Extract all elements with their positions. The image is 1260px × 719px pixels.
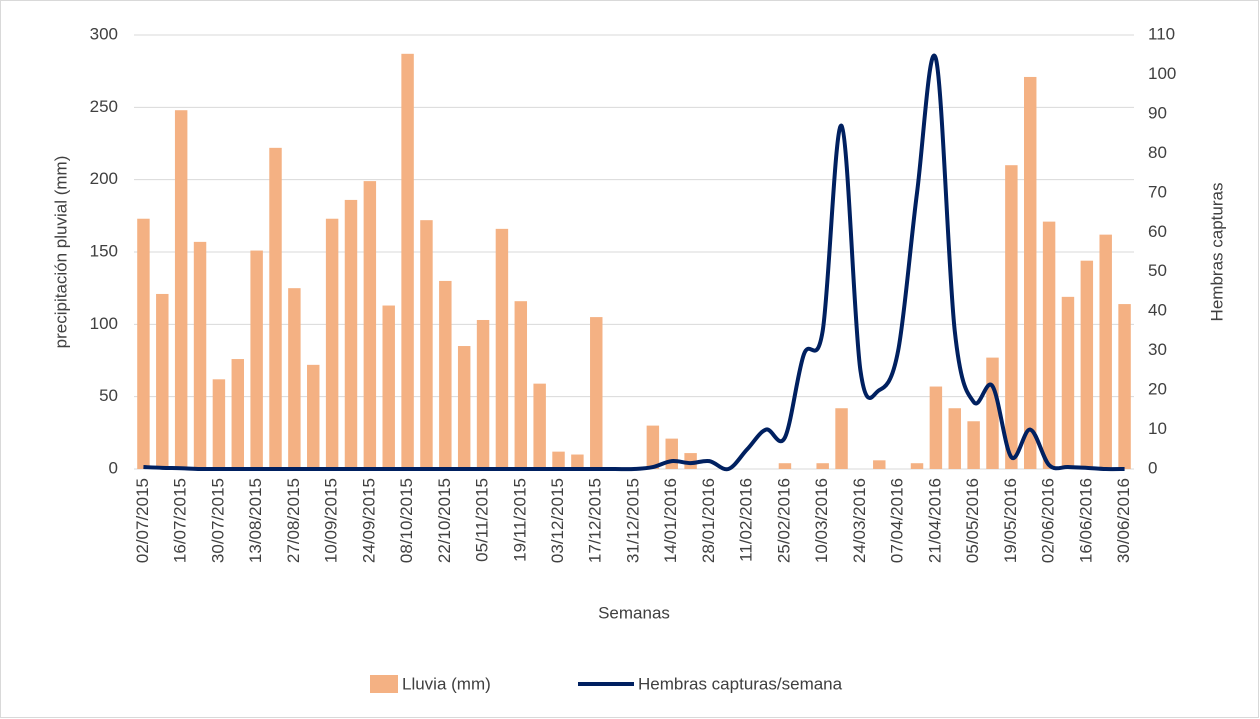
bar bbox=[269, 147, 282, 469]
x-tick-label: 07/04/2016 bbox=[888, 478, 907, 563]
y2-tick-label: 50 bbox=[1148, 261, 1167, 280]
bar bbox=[1005, 165, 1018, 469]
y-axis-label: precipitación pluvial (mm) bbox=[51, 156, 70, 349]
bar bbox=[1042, 221, 1056, 469]
x-tick-label: 10/03/2016 bbox=[812, 478, 831, 563]
legend-swatch bbox=[370, 675, 398, 693]
y-tick-label: 50 bbox=[99, 386, 118, 405]
bar bbox=[910, 463, 924, 469]
bar bbox=[986, 357, 999, 469]
x-tick-label: 30/06/2016 bbox=[1114, 478, 1133, 563]
x-tick-label: 02/07/2015 bbox=[133, 478, 152, 563]
y2-axis-label: Hembras capturas bbox=[1207, 183, 1226, 322]
bar bbox=[156, 293, 169, 469]
x-tick-label: 28/01/2016 bbox=[699, 478, 718, 563]
bar bbox=[212, 379, 226, 469]
x-tick-label: 19/05/2016 bbox=[1001, 478, 1020, 563]
y2-tick-label: 80 bbox=[1148, 143, 1167, 162]
bar bbox=[967, 421, 980, 469]
bar bbox=[948, 408, 961, 469]
bar bbox=[1024, 76, 1037, 469]
bar bbox=[1099, 234, 1112, 469]
bar bbox=[646, 425, 660, 469]
bar bbox=[1080, 260, 1094, 469]
x-tick-label: 25/02/2016 bbox=[774, 478, 793, 563]
x-tick-label: 22/10/2015 bbox=[435, 478, 454, 563]
bar bbox=[325, 218, 339, 469]
x-tick-label: 05/11/2015 bbox=[473, 478, 492, 562]
y2-tick-label: 90 bbox=[1148, 103, 1167, 122]
y-tick-label: 150 bbox=[90, 241, 118, 260]
legend-label: Hembras capturas/semana bbox=[638, 674, 843, 693]
y2-tick-label: 70 bbox=[1148, 182, 1167, 201]
bar bbox=[193, 241, 207, 469]
y2-tick-label: 60 bbox=[1148, 222, 1167, 241]
x-tick-label: 11/02/2016 bbox=[737, 478, 756, 562]
bar bbox=[835, 408, 848, 469]
bar bbox=[590, 317, 603, 469]
x-tick-label: 16/07/2015 bbox=[171, 478, 190, 563]
bar bbox=[174, 110, 188, 469]
x-tick-label: 19/11/2015 bbox=[510, 478, 529, 562]
legend-label: Lluvia (mm) bbox=[402, 674, 491, 693]
bar bbox=[929, 386, 943, 469]
bar bbox=[873, 460, 886, 469]
x-tick-label: 31/12/2015 bbox=[623, 478, 642, 563]
bar bbox=[250, 250, 263, 469]
bar bbox=[778, 463, 792, 469]
bar bbox=[307, 364, 320, 469]
bar bbox=[816, 463, 829, 469]
x-tick-label: 21/04/2016 bbox=[925, 478, 944, 563]
bar bbox=[420, 220, 433, 469]
bar bbox=[288, 288, 301, 469]
y2-tick-label: 0 bbox=[1148, 458, 1157, 477]
bar bbox=[533, 383, 546, 469]
bar bbox=[476, 319, 490, 469]
bar bbox=[552, 451, 565, 469]
x-tick-label: 14/01/2016 bbox=[661, 478, 680, 563]
y-tick-label: 200 bbox=[90, 169, 118, 188]
x-tick-label: 13/08/2015 bbox=[246, 478, 265, 563]
y-tick-label: 100 bbox=[90, 314, 118, 333]
x-tick-label: 10/09/2015 bbox=[322, 478, 341, 563]
y2-tick-label: 30 bbox=[1148, 340, 1167, 359]
bar bbox=[684, 453, 697, 469]
bar bbox=[665, 438, 678, 469]
y2-tick-label: 110 bbox=[1148, 24, 1175, 43]
x-tick-label: 27/08/2015 bbox=[284, 478, 303, 563]
y-tick-label: 250 bbox=[90, 97, 118, 116]
bar bbox=[495, 228, 509, 469]
x-tick-label: 17/12/2015 bbox=[586, 478, 605, 563]
y2-tick-label: 10 bbox=[1148, 419, 1167, 438]
bar bbox=[457, 346, 471, 469]
bar bbox=[137, 218, 150, 469]
bar bbox=[231, 359, 244, 469]
x-tick-label: 05/05/2016 bbox=[963, 478, 982, 563]
x-tick-label: 24/09/2015 bbox=[359, 478, 378, 563]
x-tick-label: 16/06/2016 bbox=[1076, 478, 1095, 563]
x-tick-label: 30/07/2015 bbox=[208, 478, 227, 563]
line bbox=[143, 53, 1125, 472]
x-tick-label: 24/03/2016 bbox=[850, 478, 869, 563]
x-axis-label: Semanas bbox=[598, 603, 670, 622]
x-tick-label: 02/06/2016 bbox=[1039, 478, 1058, 563]
bar bbox=[382, 305, 395, 469]
bar bbox=[439, 280, 452, 469]
x-tick-label: 08/10/2015 bbox=[397, 478, 416, 563]
bar bbox=[363, 181, 377, 469]
bar bbox=[1061, 296, 1075, 469]
y-tick-label: 300 bbox=[90, 24, 118, 43]
y2-tick-label: 40 bbox=[1148, 301, 1167, 320]
y2-tick-label: 20 bbox=[1148, 380, 1167, 399]
y2-tick-label: 100 bbox=[1148, 64, 1176, 83]
bar bbox=[514, 301, 528, 469]
bar bbox=[571, 454, 584, 469]
y-tick-label: 0 bbox=[109, 458, 118, 477]
bar bbox=[1118, 304, 1131, 469]
bar bbox=[344, 199, 358, 470]
x-tick-label: 03/12/2015 bbox=[548, 478, 567, 563]
bar bbox=[401, 53, 414, 469]
